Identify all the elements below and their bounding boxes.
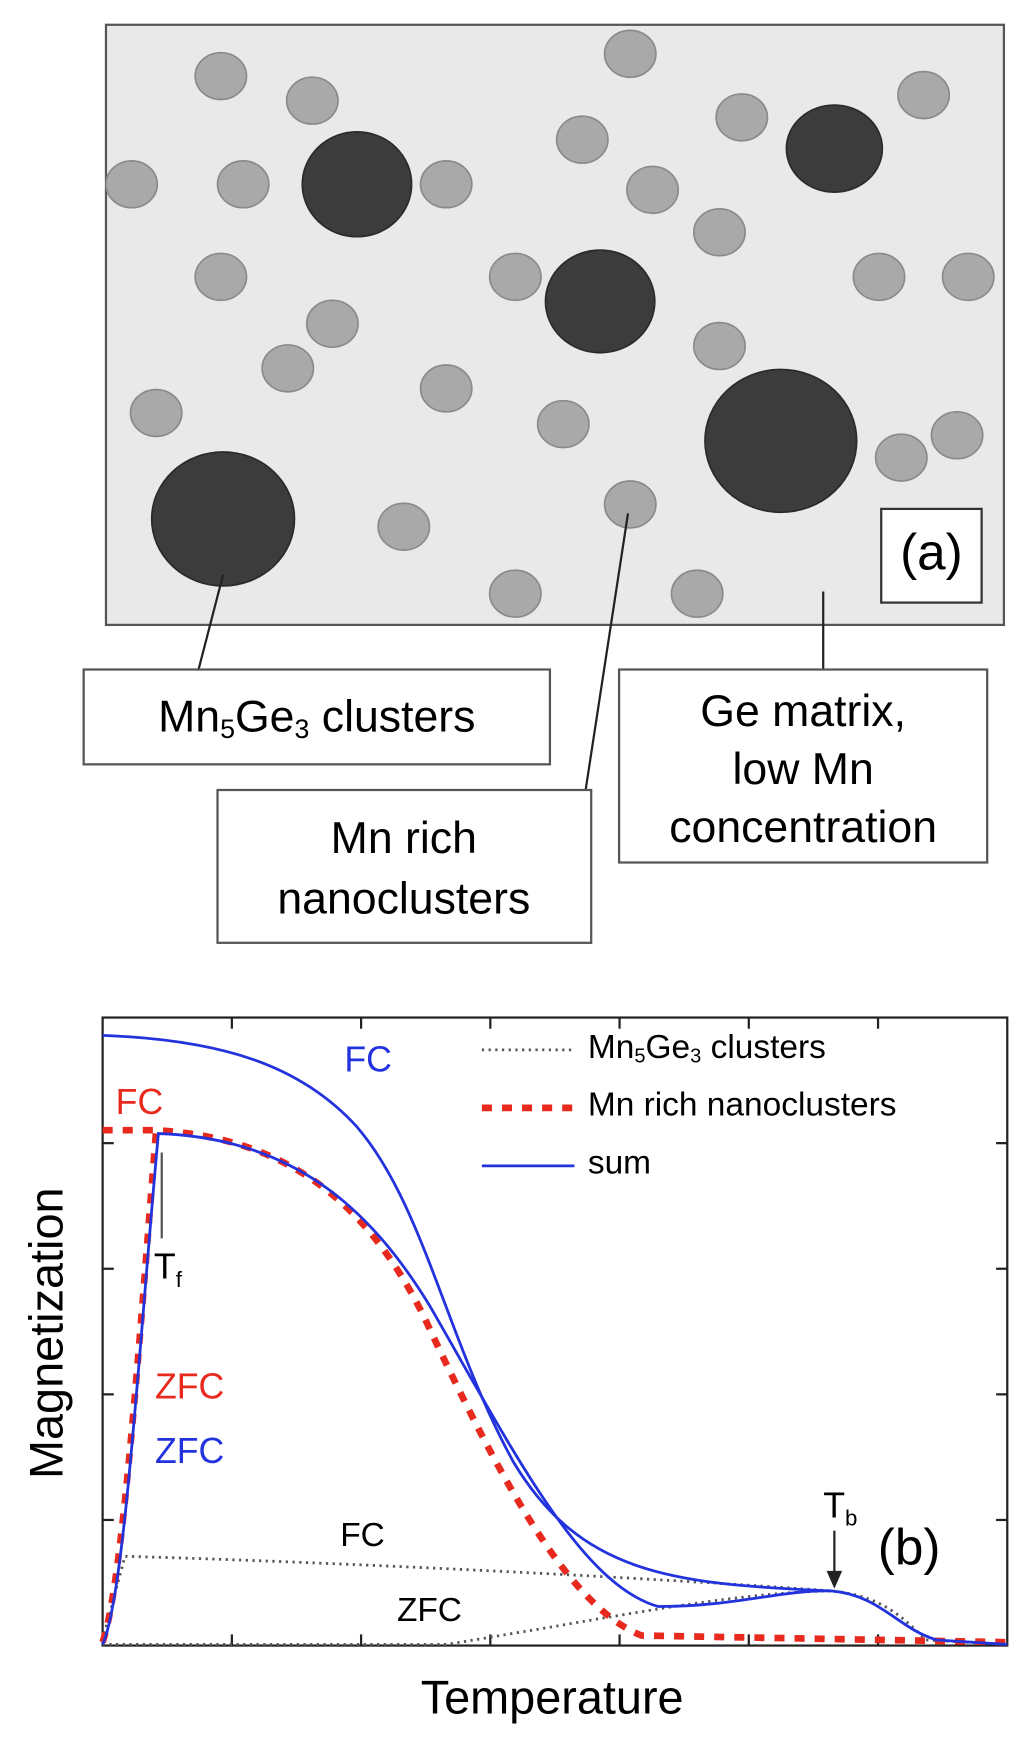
legend-text: Mn5Ge3 clusters (588, 1029, 826, 1068)
nanocluster (194, 51, 248, 101)
fc-sum (102, 1034, 832, 1593)
callout-text: concentration (669, 803, 937, 852)
label-box (880, 507, 983, 604)
callout-text: nanoclusters (277, 874, 530, 923)
nanocluster (897, 70, 951, 120)
nanocluster (555, 115, 609, 164)
mn5ge3-cluster (150, 451, 296, 587)
zfc-mn5ge3 (102, 1589, 832, 1646)
plot-frame (101, 1016, 1009, 1647)
tb-label: Tb (823, 1486, 857, 1531)
nanocluster (105, 160, 159, 209)
x-axis-label: Temperature (421, 1672, 684, 1724)
curve-label: ZFC (397, 1592, 462, 1629)
legend-text: sum (588, 1145, 651, 1182)
nanocluster (715, 93, 769, 142)
curve-label: FC (340, 1517, 385, 1554)
nanocluster (419, 160, 473, 209)
curve-label: FC (116, 1082, 164, 1122)
panel-a: (a) Mn5Ge3 clusters Ge matrix, low Mn co… (82, 23, 1006, 944)
nanocluster (377, 502, 431, 552)
nanocluster (216, 160, 270, 209)
callout-box (216, 788, 593, 944)
fc-mn5ge3 (101, 1554, 1008, 1646)
mn5ge3-cluster (544, 249, 656, 354)
curve-label: FC (344, 1040, 392, 1080)
nanocluster (305, 299, 359, 348)
nanocluster (261, 344, 315, 393)
zfc-nano (99, 1129, 160, 1644)
nanocluster (129, 388, 183, 438)
panel-label: (a) (900, 523, 963, 580)
nanocluster (488, 569, 542, 618)
curve-label: ZFC (155, 1366, 224, 1406)
nanocluster (488, 252, 542, 302)
nanocluster (852, 252, 906, 302)
legend-text: Mn rich nanoclusters (588, 1087, 897, 1124)
callout-box (82, 668, 552, 766)
callout-box (617, 668, 989, 864)
nanocluster (874, 433, 928, 482)
callout-text: Mn rich (331, 814, 477, 863)
curve-label: ZFC (155, 1431, 224, 1471)
nanocluster (285, 76, 339, 125)
tb-arrowhead (826, 1570, 843, 1589)
y-axis-label: Magnetization (21, 1187, 73, 1479)
nanocluster (692, 321, 746, 371)
nanocluster (419, 364, 473, 413)
mn5ge3-cluster (785, 104, 884, 193)
nanocluster (930, 411, 984, 460)
nanocluster (692, 207, 746, 257)
nanocluster (626, 165, 680, 215)
mn5ge3-cluster (301, 131, 413, 238)
tf-label: Tf (154, 1247, 183, 1292)
nanocluster (536, 399, 590, 449)
nanocluster (603, 480, 657, 529)
curves (99, 1034, 1008, 1646)
callout-text: Ge matrix, (700, 687, 906, 736)
nanocluster (941, 252, 995, 302)
nanocluster (670, 569, 724, 618)
zfc-sum (101, 1132, 1008, 1646)
fc-nano (102, 1126, 1008, 1646)
panel-label: (b) (878, 1518, 941, 1575)
callout-text: Mn5Ge3 clusters (158, 693, 475, 744)
panel-b: Magnetization Temperature Mn5Ge3 cluster… (21, 1016, 1009, 1724)
nanocluster (603, 29, 657, 79)
callout-text: low Mn (732, 745, 873, 794)
callout-lines (197, 513, 825, 791)
nanocluster (194, 252, 248, 302)
mn5ge3-cluster (704, 368, 858, 514)
